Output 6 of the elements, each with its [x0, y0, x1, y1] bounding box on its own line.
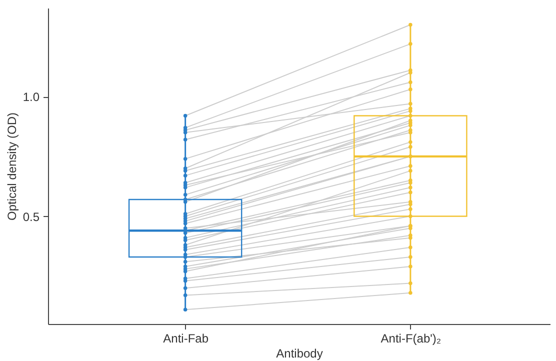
y-axis-title: Optical density (OD) — [4, 112, 19, 221]
y-tick-label: 1.0 — [22, 90, 40, 104]
x-tick-label: Anti-F(ab')₂ — [380, 332, 442, 346]
x-axis-title: Antibody — [276, 346, 323, 360]
x-tick-label: Anti-Fab — [163, 332, 209, 346]
y-tick-label: 0.5 — [22, 210, 40, 224]
